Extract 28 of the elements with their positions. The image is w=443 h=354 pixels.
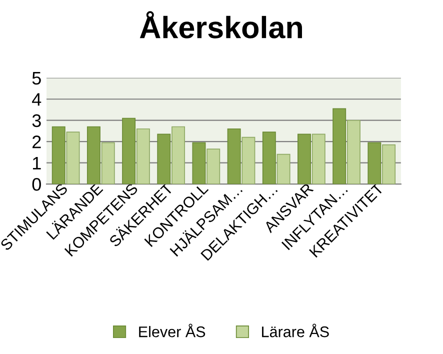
bar (276, 154, 290, 184)
bar (298, 134, 311, 184)
bar (382, 144, 396, 184)
bar (172, 126, 186, 184)
bar (206, 148, 220, 184)
bar (227, 128, 241, 184)
y-tick-label: 4 (32, 93, 42, 106)
bar (157, 134, 171, 184)
y-tick-label: 1 (32, 156, 41, 170)
bar (262, 132, 276, 184)
bar (368, 142, 382, 184)
legend-label: Elever ÅS (139, 324, 206, 338)
y-tick-label: 3 (32, 114, 41, 128)
bar (86, 126, 100, 184)
legend-label: Lärare ÅS (262, 324, 329, 338)
bar (332, 108, 346, 184)
bar (66, 132, 80, 184)
bar (101, 142, 115, 184)
bar (52, 126, 66, 184)
y-tick-label: 5 (32, 72, 41, 85)
bar (122, 118, 136, 184)
y-tick-label: 2 (32, 136, 41, 148)
bar (312, 134, 326, 184)
chart-title: Åkerskolan (140, 11, 302, 38)
bar (192, 142, 206, 184)
bar (242, 136, 256, 184)
bar (136, 128, 150, 184)
bar (346, 120, 360, 184)
